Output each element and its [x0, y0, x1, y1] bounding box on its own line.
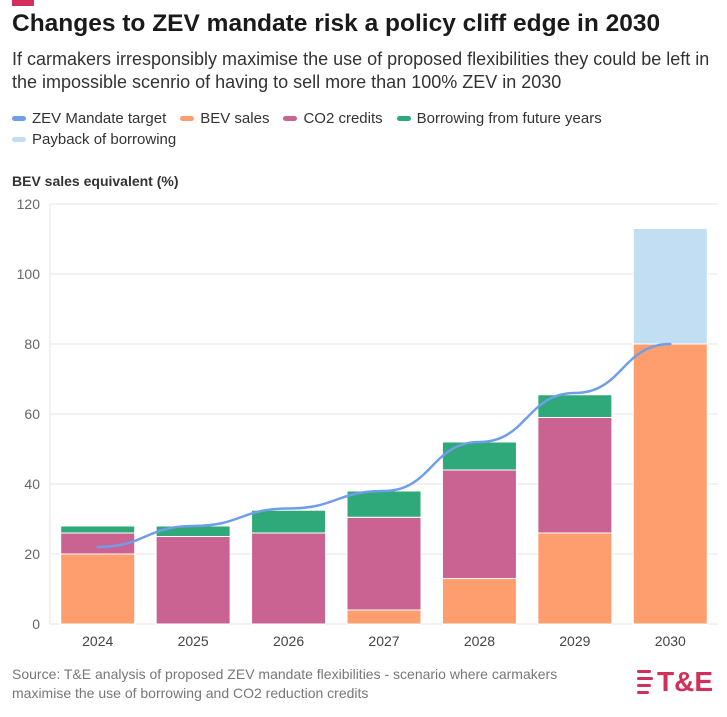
legend: ZEV Mandate target BEV sales CO2 credits Bo… [12, 108, 712, 149]
legend-swatch [12, 136, 26, 142]
bar-segment [346, 609, 422, 625]
y-tick-label: 40 [24, 476, 40, 492]
bar-segment [60, 525, 136, 534]
bar-segment [537, 532, 613, 625]
legend-swatch [283, 116, 298, 121]
y-tick-label: 120 [17, 196, 41, 212]
legend-swatch [180, 116, 195, 121]
y-axis-title: BEV sales equivalent (%) [12, 173, 179, 189]
legend-label: ZEV Mandate target [32, 110, 167, 127]
bar-segment [441, 578, 517, 625]
accent-bar [12, 0, 34, 6]
bar-segment [155, 536, 231, 625]
stacked-bar-chart: 0 20 40 60 80 100 120 2024 2025 2026 2027 2028 2029 2… [17, 196, 718, 649]
legend-swatch [12, 116, 26, 121]
y-tick-label: 80 [24, 336, 40, 352]
bar-segment [441, 441, 517, 471]
legend-label: Borrowing from future years [416, 110, 602, 127]
bar-segment [346, 516, 422, 611]
x-tick-label: 2026 [273, 633, 304, 649]
legend-item: BEV sales [180, 109, 269, 129]
legend-item: ZEV Mandate target [12, 109, 166, 129]
logo-text: T&E [657, 666, 713, 697]
bar-segment [632, 343, 708, 625]
bar-segment [251, 509, 327, 534]
bar-segment [632, 228, 708, 345]
bar-segment [537, 417, 613, 534]
source-note: Source: T&E analysis of proposed ZEV man… [12, 666, 558, 701]
chart-subtitle: If carmakers irresponsibly maximise the … [12, 49, 710, 92]
y-tick-label: 0 [32, 616, 40, 632]
y-tick-label: 20 [24, 546, 40, 562]
legend-label: BEV sales [200, 110, 270, 127]
legend-label: Payback of borrowing [32, 130, 177, 148]
y-tick-label: 100 [17, 266, 41, 282]
x-tick-label: 2027 [368, 633, 399, 649]
legend-swatch [396, 116, 411, 121]
bar-segment [346, 490, 422, 518]
legend-item: Borrowing from future years [396, 109, 602, 129]
x-tick-label: 2025 [178, 633, 209, 649]
legend-label: CO2 credits [303, 110, 383, 127]
legend-item: Payback of borrowing [12, 129, 176, 149]
logo-stripes-icon [637, 668, 653, 696]
x-tick-label: 2029 [559, 633, 590, 649]
y-tick-label: 60 [24, 406, 40, 422]
x-tick-label: 2028 [464, 633, 495, 649]
chart-title: Changes to ZEV mandate risk a policy cli… [12, 10, 661, 37]
te-logo: T&E [637, 666, 713, 698]
legend-item: CO2 credits [283, 109, 383, 129]
bar-segment [441, 469, 517, 579]
x-tick-label: 2024 [82, 633, 113, 649]
bar-segment [251, 532, 327, 625]
zev-target-line [96, 342, 672, 549]
bar-segment [60, 553, 136, 625]
x-tick-label: 2030 [655, 633, 686, 649]
